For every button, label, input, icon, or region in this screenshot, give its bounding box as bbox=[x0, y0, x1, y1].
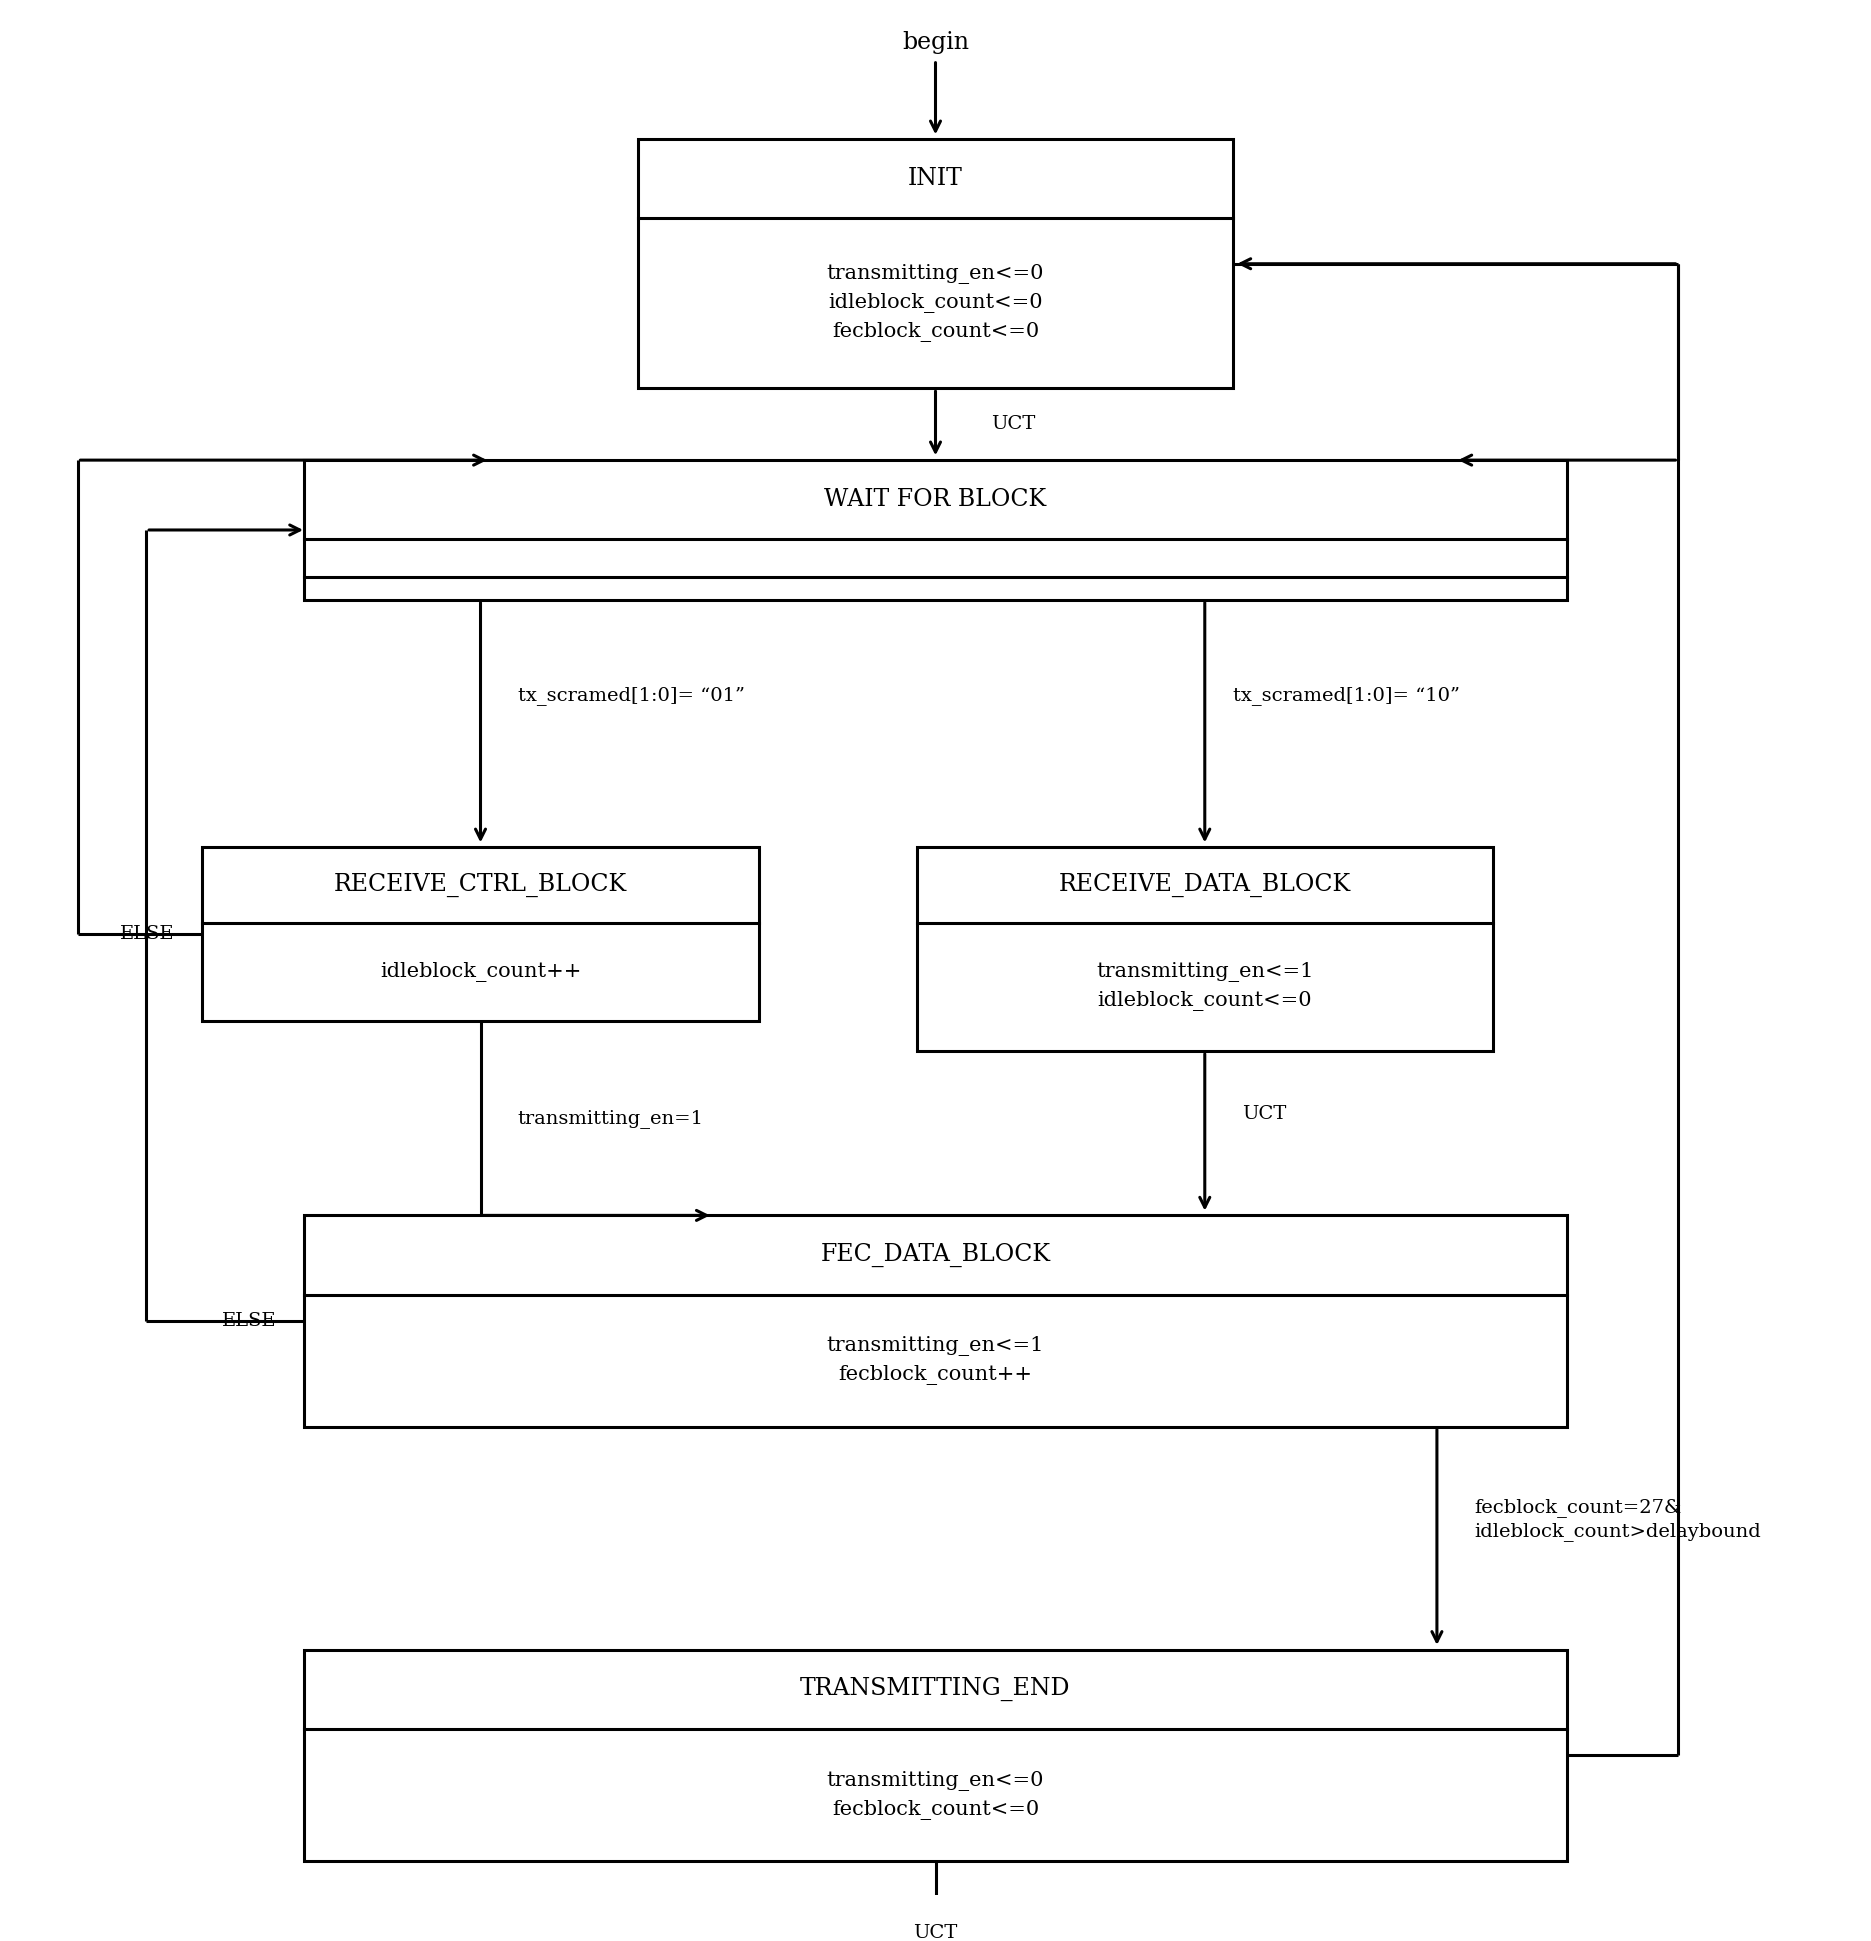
Text: transmitting_en=1: transmitting_en=1 bbox=[518, 1108, 703, 1128]
Text: transmitting_en<=1
idleblock_count<=0: transmitting_en<=1 idleblock_count<=0 bbox=[1096, 963, 1313, 1011]
Bar bbox=[305, 1650, 1566, 1861]
Bar bbox=[202, 846, 760, 1021]
Text: transmitting_en<=0
fecblock_count<=0: transmitting_en<=0 fecblock_count<=0 bbox=[827, 1770, 1044, 1819]
Text: tx_scramed[1:0]= “10”: tx_scramed[1:0]= “10” bbox=[1233, 685, 1459, 705]
Text: ELSE: ELSE bbox=[120, 926, 174, 943]
Text: UCT: UCT bbox=[913, 1924, 958, 1941]
Text: fecblock_count=27&
idleblock_count>delaybound: fecblock_count=27& idleblock_count>delay… bbox=[1474, 1498, 1761, 1541]
Bar bbox=[917, 846, 1493, 1052]
Text: idleblock_count++: idleblock_count++ bbox=[380, 963, 582, 982]
Bar bbox=[305, 1215, 1566, 1427]
Text: transmitting_en<=1
fecblock_count++: transmitting_en<=1 fecblock_count++ bbox=[827, 1335, 1044, 1386]
Text: UCT: UCT bbox=[992, 415, 1035, 433]
Text: begin: begin bbox=[902, 31, 969, 54]
Text: RECEIVE_CTRL_BLOCK: RECEIVE_CTRL_BLOCK bbox=[333, 873, 627, 897]
Text: TRANSMITTING_END: TRANSMITTING_END bbox=[801, 1677, 1070, 1702]
Text: ELSE: ELSE bbox=[223, 1312, 277, 1330]
Text: RECEIVE_DATA_BLOCK: RECEIVE_DATA_BLOCK bbox=[1059, 873, 1351, 897]
Bar bbox=[305, 460, 1566, 600]
Text: INIT: INIT bbox=[907, 167, 964, 190]
Bar bbox=[638, 140, 1233, 388]
Text: WAIT FOR BLOCK: WAIT FOR BLOCK bbox=[825, 489, 1046, 510]
Text: transmitting_en<=0
idleblock_count<=0
fecblock_count<=0: transmitting_en<=0 idleblock_count<=0 fe… bbox=[827, 264, 1044, 342]
Text: FEC_DATA_BLOCK: FEC_DATA_BLOCK bbox=[821, 1242, 1050, 1267]
Text: tx_scramed[1:0]= “01”: tx_scramed[1:0]= “01” bbox=[518, 685, 745, 705]
Text: UCT: UCT bbox=[1242, 1104, 1285, 1124]
